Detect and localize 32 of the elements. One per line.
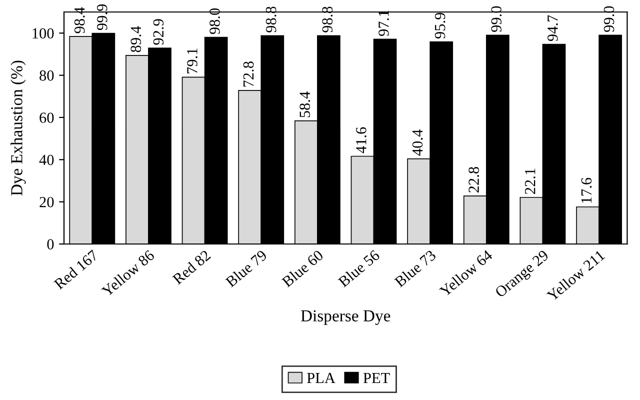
x-tick-label: Red 167: [53, 249, 99, 290]
x-tick-label: Blue 73: [394, 249, 437, 288]
data-label: 58.4: [300, 92, 310, 118]
data-label: 79.1: [187, 48, 198, 74]
x-tick-label: Blue 79: [224, 249, 268, 288]
y-tick-label: 80: [40, 70, 54, 81]
x-tick-label: Red 82: [172, 249, 212, 285]
data-label: 98.4: [74, 7, 85, 34]
data-label: 97.1: [378, 10, 389, 36]
x-tick-label: Blue 60: [281, 249, 324, 288]
data-label: 41.6: [356, 127, 366, 154]
data-label: 40.4: [412, 130, 423, 156]
data-label: 89.4: [130, 26, 142, 52]
data-label: 72.8: [243, 62, 254, 87]
y-tick-label: 100: [32, 28, 54, 39]
data-label: 22.8: [468, 166, 480, 192]
x-tick-label: Blue 56: [337, 249, 380, 288]
legend-label: PLA: [307, 372, 336, 383]
y-axis-title: Dye Exhaustion (%): [10, 60, 26, 196]
data-label: 95.9: [434, 12, 446, 38]
data-label: 17.6: [581, 178, 592, 203]
y-tick-label: 0: [47, 239, 54, 250]
data-label: 22.1: [525, 168, 536, 194]
y-tick-label: 60: [40, 112, 54, 123]
x-axis-title: Disperse Dye: [300, 310, 390, 325]
data-label: 94.7: [548, 15, 558, 41]
y-tick-label: 40: [39, 154, 54, 166]
y-tick-label: 20: [40, 196, 54, 208]
legend-label: PET: [363, 372, 390, 383]
data-label: 92.9: [153, 19, 164, 45]
data-label: 99.9: [96, 4, 108, 30]
data-label: 98.0: [210, 8, 220, 34]
